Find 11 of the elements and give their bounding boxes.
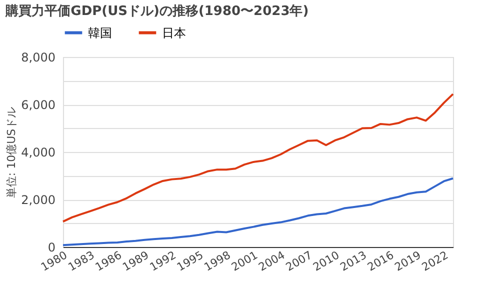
y-tick-label: 4,000 [21,146,56,160]
line-series [62,177,454,246]
chart-title: 購買力平価GDP(USドル)の推移(1980〜2023年) [4,4,309,19]
y-tick-label: 8,000 [21,50,56,64]
y-axis-title: 単位: 10億USドル [5,106,18,198]
line-series [62,93,454,223]
legend-label: 韓国 [88,26,112,40]
legend-label: 日本 [162,26,186,40]
y-tick-label: 0 [48,240,56,254]
y-tick-label: 2,000 [21,193,56,207]
y-tick-label: 6,000 [21,98,56,112]
